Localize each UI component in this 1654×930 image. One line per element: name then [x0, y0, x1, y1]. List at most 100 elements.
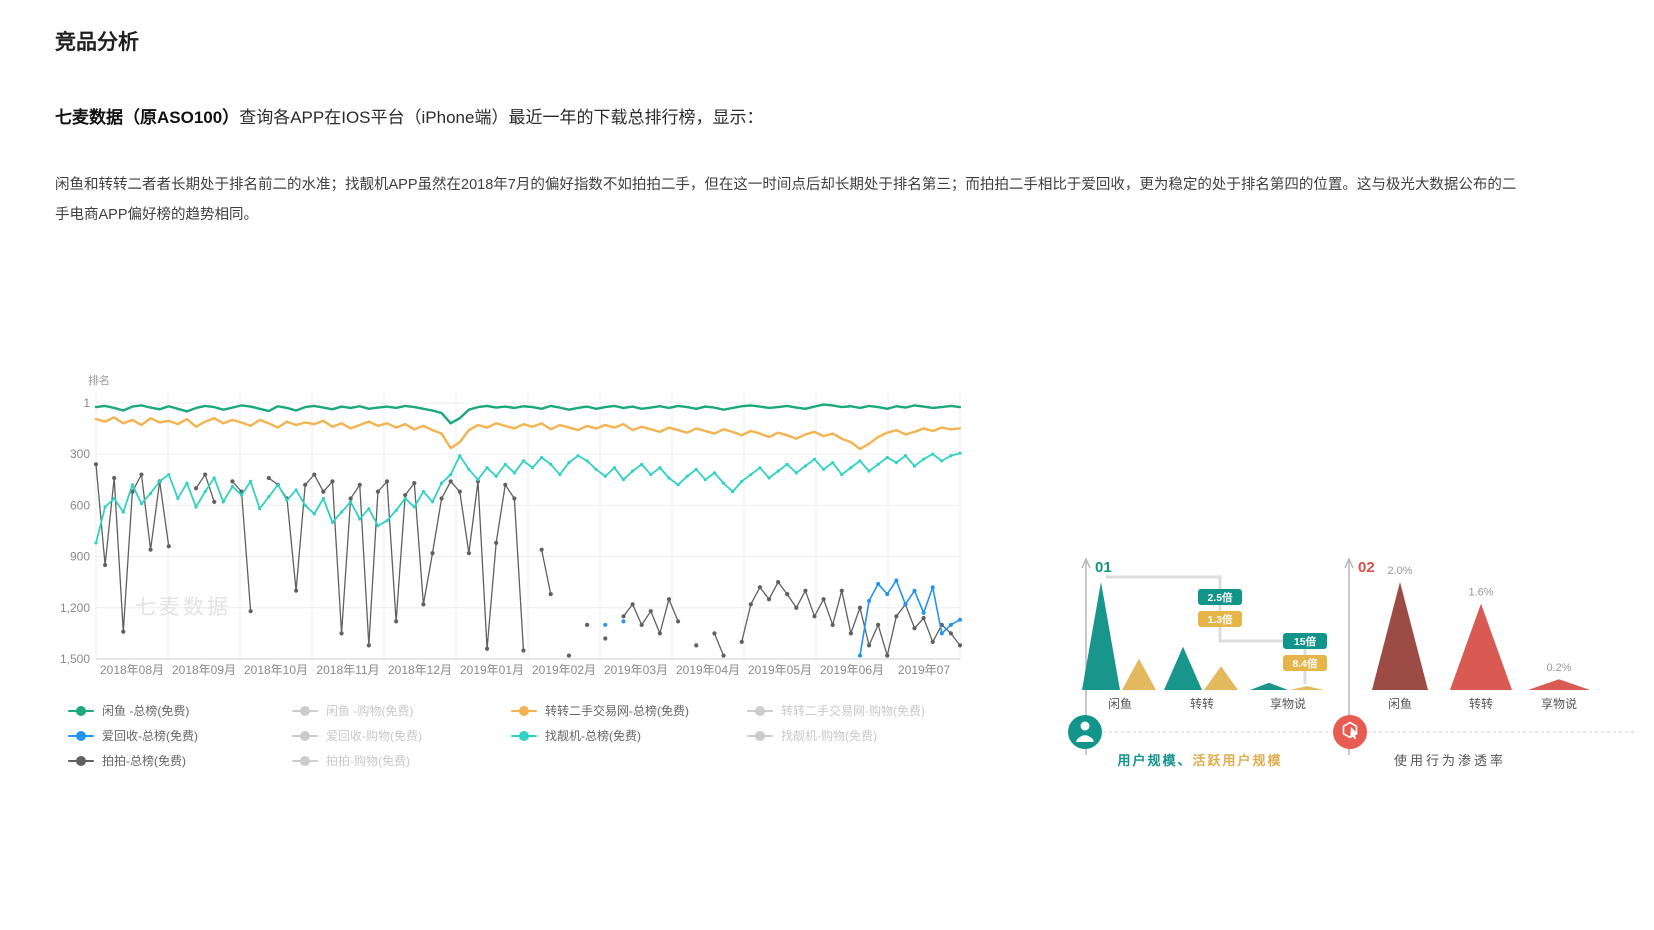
legend-item[interactable]: 爱回收-总榜(免费) [68, 727, 292, 744]
axis-arrow-icon [1344, 557, 1354, 569]
grid [95, 393, 961, 660]
legend-marker-icon [747, 705, 773, 716]
series-爱回收-总榜(免费) [603, 578, 962, 658]
x-tick: 2019年01月 [460, 663, 524, 677]
legend-row: 爱回收-总榜(免费) 爱回收-购物(免费) 找靓机-总榜(免费) 找靓机-购物(免费) [68, 723, 988, 748]
x-tick: 2019年04月 [676, 663, 740, 677]
penetration-svg: 02 2.0% 闲鱼 1.6% 转转 0.2% 享物说 [1333, 557, 1635, 755]
triangle-活跃用户规模 [1122, 658, 1156, 690]
caption-part: 活跃用户规模 [1192, 753, 1283, 768]
legend-marker-icon [68, 730, 94, 741]
series-闲鱼 -总榜(免费) [94, 403, 962, 425]
x-tick: 2018年12月 [388, 663, 452, 677]
legend-item[interactable]: 闲鱼 -总榜(免费) [68, 702, 292, 719]
category-label: 闲鱼 [1388, 697, 1412, 711]
legend-label: 闲鱼 -购物(免费) [326, 704, 414, 718]
legend-item[interactable]: 转转二手交易网-购物(免费) [747, 702, 987, 719]
subtitle-text: 查询各APP在IOS平台（iPhone端）最近一年的下载总排行榜，显示： [239, 108, 764, 127]
legend-label: 找靓机-总榜(免费) [545, 729, 641, 743]
legend-label: 转转二手交易网-总榜(免费) [545, 704, 689, 718]
ratio-badge [1198, 611, 1242, 627]
legend-item[interactable]: 转转二手交易网-总榜(免费) [511, 702, 747, 719]
category-label: 享物说 [1541, 696, 1577, 711]
ratio-badge [1283, 633, 1327, 649]
legend-label: 找靓机-购物(免费) [781, 729, 877, 743]
category-label: 享物说 [1270, 696, 1306, 711]
y-tick: 600 [70, 498, 90, 512]
category-label: 转转 [1469, 696, 1493, 711]
triangle-闲鱼 [1372, 582, 1428, 690]
y-tick: 1 [83, 396, 90, 410]
subtitle: 七麦数据（原ASO100）查询各APP在IOS平台（iPhone端）最近一年的下… [55, 103, 763, 128]
legend-row: 闲鱼 -总榜(免费) 闲鱼 -购物(免费) 转转二手交易网-总榜(免费) 转转二手交易… [68, 698, 988, 723]
legend-item[interactable]: 爱回收-购物(免费) [292, 727, 511, 744]
series-找靓机-总榜(免费) [94, 451, 962, 545]
y-tick: 1,200 [60, 601, 90, 615]
watermark: 七麦数据 [135, 596, 231, 619]
ranking-trend-svg: 排名 1 300 600 900 1,200 1,500 2018年08月 2018年09月 20… [60, 373, 963, 677]
y-tick: 900 [70, 550, 90, 564]
legend-item[interactable]: 闲鱼 -购物(免费) [292, 702, 511, 719]
series-拍拍-总榜(免费) [93, 462, 963, 658]
x-tick: 2019年06月 [820, 663, 884, 677]
triangle-活跃用户规模 [1290, 686, 1324, 690]
y-tick: 300 [70, 447, 90, 461]
legend-marker-icon [68, 705, 94, 716]
legend-marker-icon [292, 730, 318, 741]
caption-part: 用户规模、 [1117, 753, 1193, 768]
triangle-活跃用户规模 [1204, 666, 1238, 690]
chart02-number: 02 [1358, 559, 1375, 576]
analysis-paragraph: 闲鱼和转转二者者长期处于排名前二的水准；找靓机APP虽然在2018年7月的偏好指… [55, 177, 1517, 223]
triangle-用户规模 [1082, 582, 1120, 690]
triangle-用户规模 [1250, 682, 1288, 690]
series-转转二手交易网-总榜(免费) [94, 416, 962, 451]
ratio-badge-text: 1.3倍 [1207, 613, 1233, 626]
triangle-享物说 [1528, 679, 1590, 690]
chart01-number: 01 [1095, 559, 1112, 576]
click-icon [1333, 715, 1367, 749]
legend-item[interactable]: 拍拍-购物(免费) [292, 752, 511, 769]
legend-item[interactable]: 拍拍-总榜(免费) [68, 752, 292, 769]
user-scale-svg: 01 闲鱼 转转 享物说 2.5倍 1.3倍 15倍 8.4倍 [1068, 557, 1328, 755]
ratio-badge-text: 15倍 [1294, 635, 1317, 648]
penetration-chart: 02 2.0% 闲鱼 1.6% 转转 0.2% 享物说 [1330, 528, 1640, 768]
chart-legend: 闲鱼 -总榜(免费) 闲鱼 -购物(免费) 转转二手交易网-总榜(免费) 转转二手交易… [68, 698, 988, 773]
penetration-caption: 使用行为渗透率 [1393, 753, 1506, 768]
legend-marker-icon [511, 705, 537, 716]
legend-label: 拍拍-购物(免费) [326, 754, 410, 768]
x-tick: 2018年11月 [316, 663, 379, 677]
legend-marker-icon [292, 755, 318, 766]
category-label: 转转 [1190, 696, 1214, 711]
x-tick: 2018年10月 [244, 663, 308, 677]
category-label: 闲鱼 [1108, 697, 1132, 711]
axis-arrow-icon [1081, 557, 1091, 569]
legend-label: 拍拍-总榜(免费) [102, 754, 186, 768]
value-label: 0.2% [1546, 662, 1571, 674]
legend-item[interactable]: 找靓机-购物(免费) [747, 727, 987, 744]
page-title: 竞品分析 [55, 31, 139, 54]
x-tick: 2019年03月 [604, 663, 668, 677]
ratio-badge-text: 2.5倍 [1207, 591, 1233, 604]
legend-label: 爱回收-总榜(免费) [102, 729, 198, 743]
user-scale-chart: 01 闲鱼 转转 享物说 2.5倍 1.3倍 15倍 8.4倍 [1040, 528, 1330, 768]
legend-item[interactable]: 找靓机-总榜(免费) [511, 727, 747, 744]
x-tick: 2019年07 [898, 663, 950, 677]
legend-label: 转转二手交易网-购物(免费) [781, 704, 925, 718]
legend-marker-icon [68, 755, 94, 766]
legend-row: 拍拍-总榜(免费) 拍拍-购物(免费) [68, 748, 988, 773]
subtitle-source: 七麦数据（原ASO100） [55, 108, 240, 127]
triangle-用户规模 [1164, 646, 1202, 690]
value-label: 1.6% [1468, 587, 1493, 599]
legend-marker-icon [747, 730, 773, 741]
legend-label: 闲鱼 -总榜(免费) [102, 704, 190, 718]
value-label: 2.0% [1387, 565, 1412, 577]
triangle-转转 [1450, 603, 1512, 690]
ratio-badge [1198, 589, 1242, 605]
user-icon [1068, 715, 1102, 749]
x-tick: 2018年09月 [172, 663, 236, 677]
y-axis-title: 排名 [88, 373, 110, 387]
ranking-trend-chart: 排名 1 300 600 900 1,200 1,500 2018年08月 2018年09月 20… [60, 352, 980, 687]
x-tick: 2019年05月 [748, 663, 812, 677]
user-scale-caption: 用户规模、活跃用户规模 [1075, 750, 1325, 769]
x-tick: 2019年02月 [532, 663, 596, 677]
